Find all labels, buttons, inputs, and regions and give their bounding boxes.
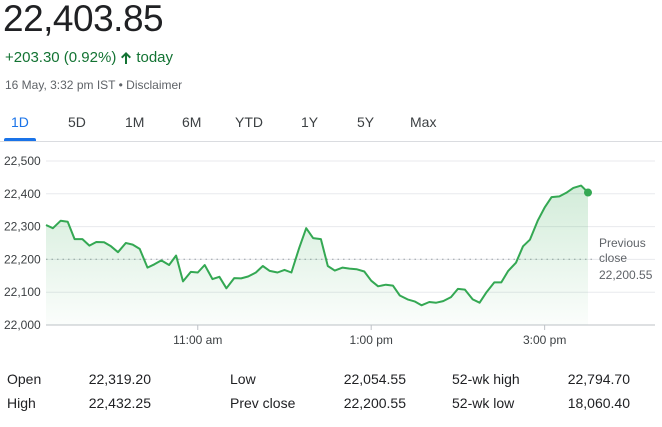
tab-1m[interactable]: 1M [125, 114, 145, 130]
price-chart: 22,000 22,100 22,200 22,300 22,400 22,500 11:… [4, 154, 655, 347]
range-tabs: 1D 5D 1M 6M YTD 1Y 5Y Max [0, 110, 662, 142]
tab-1d[interactable]: 1D [11, 114, 29, 130]
active-tab-indicator [4, 138, 36, 141]
previous-close-label: close [599, 251, 627, 265]
stat-52wk-low-value: 18,060.40 [567, 395, 630, 411]
tab-max[interactable]: Max [410, 114, 437, 130]
stat-52wk-low-label: 52-wk low [452, 395, 515, 411]
arrow-up-icon [121, 51, 132, 64]
y-tick-label: 22,000 [4, 318, 41, 332]
stat-prev-close-value: 22,200.55 [343, 395, 406, 411]
stat-low-label: Low [230, 371, 256, 387]
change-row: +203.30 (0.92%) today [5, 49, 173, 66]
previous-close-label: Previous [599, 236, 646, 250]
stat-open-label: Open [7, 371, 42, 387]
y-axis-ticks: 22,000 22,100 22,200 22,300 22,400 22,500 [4, 154, 41, 332]
disclaimer-link[interactable]: Disclaimer [126, 78, 183, 92]
change-value: +203.30 (0.92%) [5, 49, 117, 66]
meta-separator: • [118, 78, 123, 92]
y-tick-label: 22,100 [4, 285, 41, 299]
stat-prev-close-label: Prev close [230, 395, 296, 411]
x-axis-ticks: 11:00 am 1:00 pm 3:00 pm [173, 325, 566, 347]
stat-open-value: 22,319.20 [88, 371, 151, 387]
stat-low-value: 22,054.55 [343, 371, 406, 387]
stat-52wk-high-value: 22,794.70 [567, 371, 630, 387]
price: 22,403.85 [3, 0, 164, 39]
y-tick-label: 22,200 [4, 252, 41, 266]
tab-5d[interactable]: 5D [68, 114, 86, 130]
tab-5y[interactable]: 5Y [357, 114, 375, 130]
last-price-dot [584, 188, 592, 197]
stat-52wk-high-label: 52-wk high [452, 371, 520, 387]
tab-ytd[interactable]: YTD [235, 114, 263, 130]
stat-high-value: 22,432.25 [88, 395, 151, 411]
previous-close-value: 22,200.55 [599, 268, 653, 282]
x-tick-label: 3:00 pm [523, 333, 566, 347]
stat-high-label: High [7, 395, 36, 411]
price-line [45, 184, 589, 307]
tab-6m[interactable]: 6M [182, 114, 202, 130]
tabs-divider [0, 141, 662, 142]
timestamp: 16 May, 3:32 pm IST [5, 78, 116, 92]
y-tick-label: 22,400 [4, 187, 41, 201]
quote-meta: 16 May, 3:32 pm IST • Disclaimer [5, 78, 182, 92]
tab-1y[interactable]: 1Y [301, 114, 319, 130]
y-tick-label: 22,500 [4, 154, 41, 168]
change-period: today [136, 49, 174, 66]
x-tick-label: 1:00 pm [350, 333, 393, 347]
price-area-fill [46, 185, 588, 325]
x-tick-label: 11:00 am [173, 333, 222, 347]
y-tick-label: 22,300 [4, 220, 41, 234]
